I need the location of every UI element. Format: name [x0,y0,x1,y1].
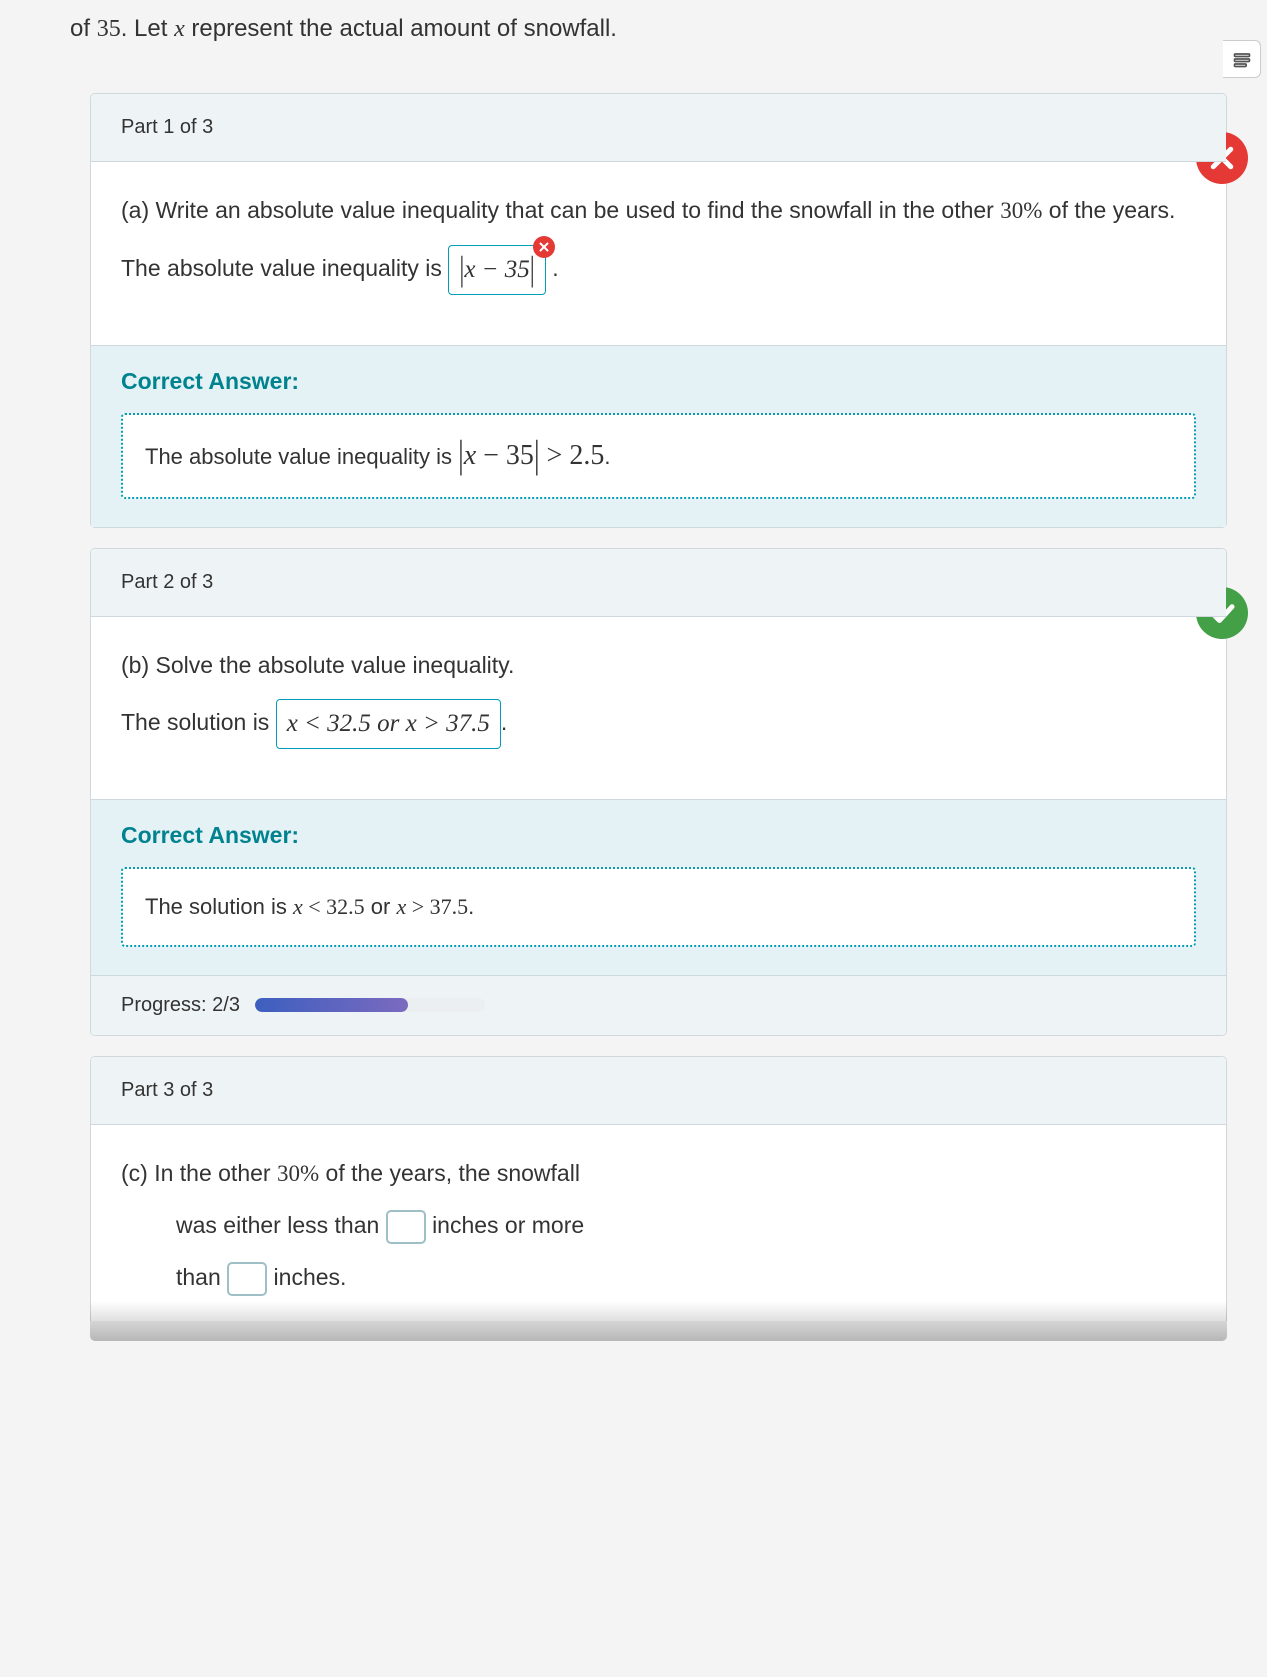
part-2-header: Part 2 of 3 [91,549,1226,617]
p1-stem: The absolute value inequality is [121,255,448,281]
intro-prefix: of [70,15,97,42]
intro-number: 35 [97,16,121,42]
p1c-period: . [604,444,610,469]
part-3-header: Part 3 of 3 [91,1057,1226,1125]
part-1-question: (a) Write an absolute value inequality t… [121,192,1196,230]
p3-line3: than inches. [121,1259,1196,1296]
p1-q-percent: 30% [1000,198,1042,223]
p3-l2-post: inches or more [432,1212,584,1238]
p1-correct-stem: The absolute value inequality is [145,444,458,469]
p2c-r2: > 37.5 [406,894,468,919]
part-1-stem-line: The absolute value inequality is |x − 35… [121,245,1196,295]
p3-blank-2[interactable] [227,1262,267,1296]
p2-correct-label: Correct Answer: [121,822,1196,849]
p3-l1-pre: (c) In the other [121,1160,277,1186]
p2-period: . [501,709,507,735]
clear-answer-icon[interactable] [533,236,555,258]
p3-l3-pre: than [176,1264,227,1290]
intro-middle: . Let [121,15,174,42]
p2-correct-box: The solution is x < 32.5 or x > 37.5. [121,867,1196,947]
p1-correct-section: Correct Answer: The absolute value inequ… [91,345,1226,527]
p1c-var: x [464,440,476,471]
part-1-card: Part 1 of 3 (a) Write an absolute value … [90,93,1227,528]
p2-stem-line: The solution is x < 32.5 or x > 37.5 . [121,699,1196,749]
p1-correct-label: Correct Answer: [121,368,1196,395]
p1c-minus: − 35 [476,440,534,471]
p3-blank-1[interactable] [386,1210,426,1244]
intro-suffix: represent the actual amount of snowfall. [185,15,617,42]
part-1-header: Part 1 of 3 [91,94,1226,162]
p2c-v1: x [293,894,303,919]
progress-bar [255,998,485,1012]
p3-line2: was either less than inches or more [121,1207,1196,1244]
part-3-body: (c) In the other 30% of the years, the s… [91,1125,1226,1322]
p2c-or: or [365,894,397,919]
p3-l1-post: of the years, the snowfall [319,1160,580,1186]
p1-correct-expr: |x − 35| > 2.5 [458,440,604,471]
p3-line1: (c) In the other 30% of the years, the s… [121,1155,1196,1193]
p1-user-answer[interactable]: |x − 35| [448,245,546,295]
part-3-card: Part 3 of 3 (c) In the other 30% of the … [90,1056,1227,1322]
p3-l1-pct: 30% [277,1161,319,1186]
p2-answer-inner: x < 32.5 or x > 37.5 [287,710,490,737]
p2c-pre: The solution is [145,894,293,919]
progress-fill [255,998,408,1012]
p3-l2-pre: was either less than [176,1212,386,1238]
p2c-v2: x [396,894,406,919]
p1-answer-inner: x − 35 [464,256,529,283]
p1-q-prefix: (a) Write an absolute value inequality t… [121,197,1000,223]
p3-l3-post: inches. [274,1264,347,1290]
p1-period: . [552,255,558,281]
p2-correct-section: Correct Answer: The solution is x < 32.5… [91,799,1226,975]
p2c-r1: < 32.5 [303,894,365,919]
part-2-card: Part 2 of 3 (b) Solve the absolute value… [90,548,1227,1036]
progress-section: Progress: 2/3 [91,975,1226,1035]
intro-text: of 35. Let x represent the actual amount… [0,10,1267,73]
p1-q-suffix: of the years. [1042,197,1175,223]
part-2-body: (b) Solve the absolute value inequality.… [91,617,1226,799]
intro-var: x [174,16,185,42]
part-1-body: (a) Write an absolute value inequality t… [91,162,1226,345]
p2-user-answer[interactable]: x < 32.5 or x > 37.5 [276,699,501,749]
p1c-rel: > 2.5 [540,440,605,471]
p1-correct-box: The absolute value inequality is |x − 35… [121,413,1196,499]
p2-question: (b) Solve the absolute value inequality. [121,647,1196,684]
side-panel-toggle[interactable] [1223,40,1261,78]
progress-label: Progress: 2/3 [121,994,240,1017]
p2-stem: The solution is [121,709,276,735]
p2c-period: . [468,894,474,919]
